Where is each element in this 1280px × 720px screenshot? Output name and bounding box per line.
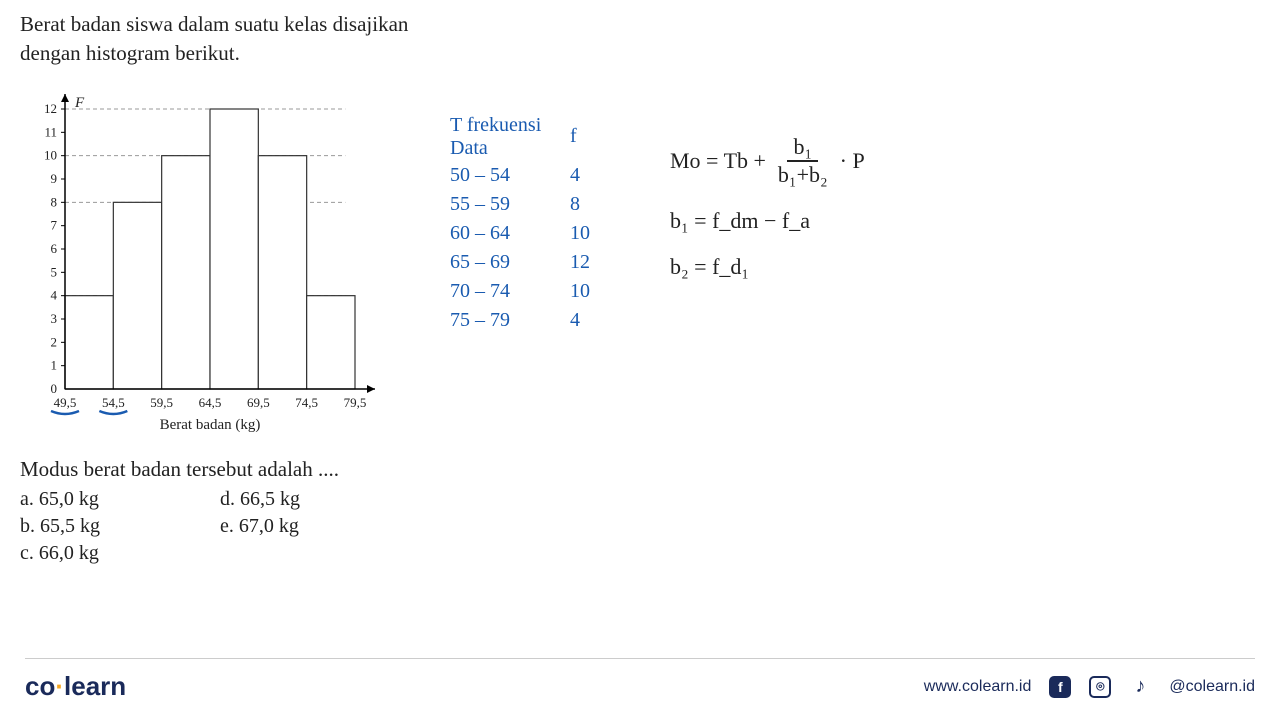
freq-row: 75 – 794 xyxy=(450,309,610,332)
svg-text:10: 10 xyxy=(44,147,57,162)
freq-row: 65 – 6912 xyxy=(450,251,610,274)
freq-row: 70 – 7410 xyxy=(450,280,610,303)
option: a. 65,0 kg xyxy=(20,488,100,511)
frequency-table: T frekuensi Data f 50 – 54455 – 59860 – … xyxy=(450,114,610,338)
svg-text:74,5: 74,5 xyxy=(295,395,318,410)
svg-text:54,5: 54,5 xyxy=(102,395,125,410)
freq-header-1b: Data xyxy=(450,137,570,160)
svg-text:3: 3 xyxy=(51,311,58,326)
svg-text:Berat badan (kg): Berat badan (kg) xyxy=(160,417,261,433)
freq-row: 60 – 6410 xyxy=(450,222,610,245)
freq-value: 12 xyxy=(570,251,610,274)
freq-row: 55 – 598 xyxy=(450,193,610,216)
freq-value: 8 xyxy=(570,193,610,216)
option: e. 67,0 kg xyxy=(220,515,300,538)
svg-text:0: 0 xyxy=(51,381,58,396)
histogram: 012345678910111249,554,559,564,569,574,5… xyxy=(20,79,400,449)
question-footer: Modus berat badan tersebut adalah .... xyxy=(20,457,1260,482)
svg-text:6: 6 xyxy=(51,241,58,256)
freq-range: 50 – 54 xyxy=(450,164,570,187)
svg-text:5: 5 xyxy=(51,264,58,279)
svg-text:69,5: 69,5 xyxy=(247,395,270,410)
logo: co·learn xyxy=(25,671,126,702)
freq-value: 10 xyxy=(570,280,610,303)
question-line2: dengan histogram berikut. xyxy=(20,39,1260,68)
instagram-icon: ⌾ xyxy=(1089,676,1111,698)
freq-range: 75 – 79 xyxy=(450,309,570,332)
option: c. 66,0 kg xyxy=(20,542,100,565)
svg-text:12: 12 xyxy=(44,101,57,116)
freq-header-1a: T frekuensi xyxy=(450,114,570,137)
footer-handle: @colearn.id xyxy=(1169,678,1255,696)
formulas: Mo = Tb + b₁ b₁+b₂ · P b₁ = f_dm − f_a b… xyxy=(670,134,865,300)
facebook-icon: f xyxy=(1049,676,1071,698)
freq-range: 70 – 74 xyxy=(450,280,570,303)
tiktok-icon: ♪ xyxy=(1129,676,1151,698)
svg-text:1: 1 xyxy=(51,357,58,372)
freq-range: 65 – 69 xyxy=(450,251,570,274)
svg-text:64,5: 64,5 xyxy=(199,395,222,410)
formula-mo: Mo = Tb + b₁ b₁+b₂ · P xyxy=(670,134,865,188)
option: b. 65,5 kg xyxy=(20,515,100,538)
page-footer: co·learn www.colearn.id f ⌾ ♪ @colearn.i… xyxy=(25,658,1255,702)
svg-text:F: F xyxy=(74,95,85,111)
svg-text:2: 2 xyxy=(51,334,58,349)
freq-range: 55 – 59 xyxy=(450,193,570,216)
options: a. 65,0 kg b. 65,5 kg c. 66,0 kg d. 66,5 k… xyxy=(20,488,1260,569)
question-line1: Berat badan siswa dalam suatu kelas disa… xyxy=(20,10,1260,39)
freq-row: 50 – 544 xyxy=(450,164,610,187)
svg-text:9: 9 xyxy=(51,171,58,186)
freq-value: 4 xyxy=(570,164,610,187)
svg-text:59,5: 59,5 xyxy=(150,395,173,410)
freq-value: 10 xyxy=(570,222,610,245)
freq-value: 4 xyxy=(570,309,610,332)
option: d. 66,5 kg xyxy=(220,488,300,511)
svg-text:79,5: 79,5 xyxy=(344,395,367,410)
svg-text:8: 8 xyxy=(51,194,58,209)
svg-text:7: 7 xyxy=(51,217,58,232)
formula-b1: b₁ = f_dm − f_a xyxy=(670,208,865,234)
formula-b2: b₂ = f_d₁ xyxy=(670,254,865,280)
svg-text:49,5: 49,5 xyxy=(54,395,77,410)
freq-range: 60 – 64 xyxy=(450,222,570,245)
svg-text:11: 11 xyxy=(44,124,57,139)
footer-url: www.colearn.id xyxy=(924,678,1032,696)
freq-header-2: f xyxy=(570,125,610,148)
svg-text:4: 4 xyxy=(51,287,58,302)
